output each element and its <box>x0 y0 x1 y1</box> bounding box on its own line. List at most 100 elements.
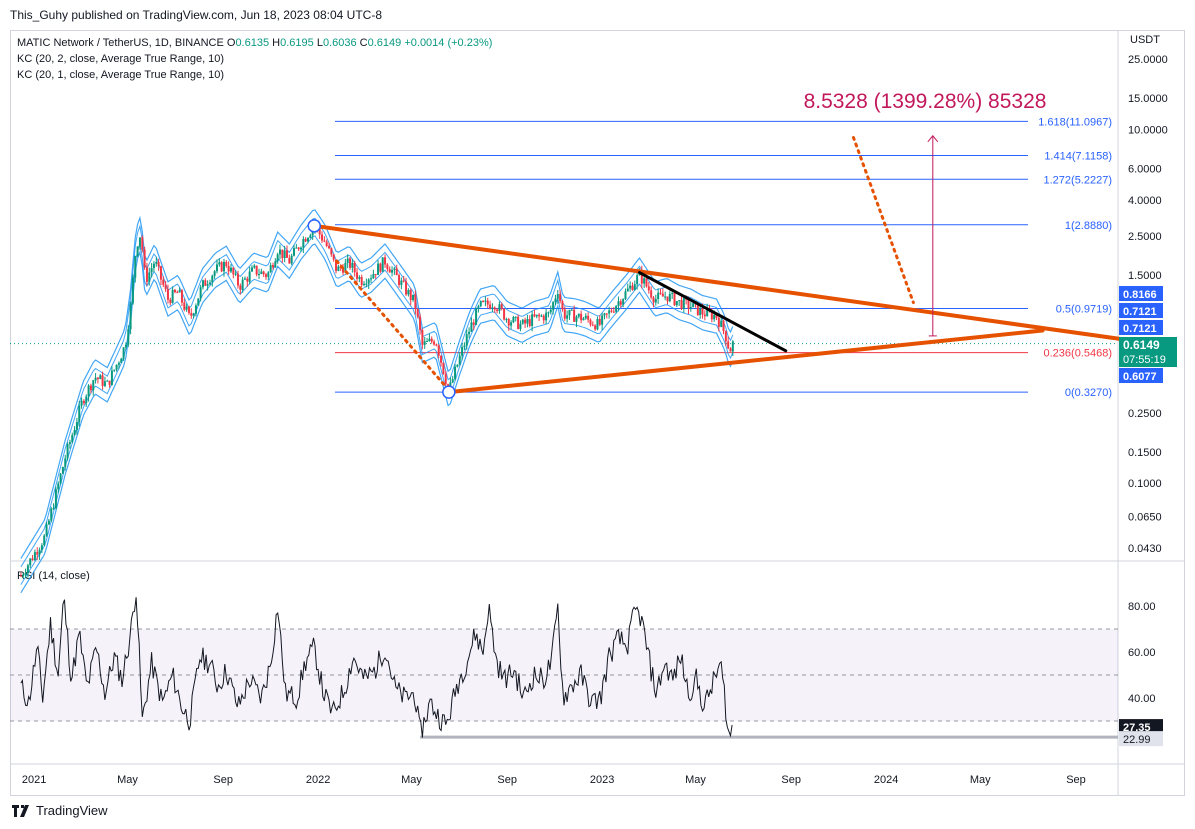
price-candle <box>589 319 592 325</box>
price-candle <box>659 292 662 294</box>
price-candle <box>155 262 158 264</box>
price-candle <box>724 330 727 342</box>
price-candle <box>652 297 655 303</box>
price-axis-tick: 2.5000 <box>1128 231 1162 243</box>
kc-legend-2[interactable]: KC (20, 1, close, Average True Range, 10… <box>17 69 225 81</box>
price-candle <box>699 308 702 315</box>
price-candle <box>388 269 391 273</box>
price-candle <box>395 268 398 276</box>
price-candle <box>605 313 608 315</box>
price-candle <box>187 306 190 313</box>
price-candle <box>344 262 347 273</box>
price-candle <box>99 375 102 380</box>
kc-legend-1[interactable]: KC (20, 2, close, Average True Range, 10… <box>17 53 225 65</box>
price-candle <box>183 302 186 310</box>
price-candle <box>489 304 492 309</box>
open-value: 0.6135 <box>235 37 270 49</box>
anchor-point-marker[interactable] <box>442 385 456 399</box>
price-candle <box>645 278 648 287</box>
price-candle <box>381 257 384 272</box>
price-candle <box>435 344 438 346</box>
price-candle <box>243 278 246 280</box>
price-candle <box>176 292 179 294</box>
price-candle <box>169 299 172 303</box>
price-candle <box>124 344 127 348</box>
price-candle <box>717 317 720 327</box>
price-candle <box>386 264 389 270</box>
price-candle <box>367 279 370 284</box>
footer-brand: TradingView <box>36 803 108 818</box>
price-candle <box>24 573 27 576</box>
price-axis-tick: 0.1000 <box>1128 478 1162 490</box>
price-candle <box>533 314 536 317</box>
rsi-current-text: 27.35 <box>1123 722 1151 734</box>
price-candle <box>145 267 148 282</box>
price-candle <box>131 277 134 304</box>
rsi-axis-tick: 60.00 <box>1128 647 1156 659</box>
price-candle <box>561 301 564 310</box>
rsi-axis-tick: 80.00 <box>1128 601 1156 613</box>
price-candle <box>379 263 382 272</box>
price-candle <box>526 319 529 324</box>
price-candle <box>164 284 167 290</box>
rsi-support-text: 22.99 <box>1123 734 1151 746</box>
price-candle <box>159 266 162 280</box>
price-candle <box>85 396 88 404</box>
price-candle <box>43 535 46 546</box>
fib-level-label: 1.414(7.1158) <box>1044 151 1112 163</box>
price-candle <box>302 238 305 248</box>
price-candle <box>496 309 499 312</box>
price-candle <box>19 575 22 577</box>
price-candle <box>370 278 373 280</box>
price-axis-tick: 0.0650 <box>1128 511 1162 523</box>
price-candle <box>428 338 431 342</box>
price-candle <box>377 263 380 275</box>
price-candle <box>295 247 298 249</box>
price-candle <box>456 364 459 367</box>
price-candle <box>173 289 176 293</box>
price-candle <box>166 289 169 300</box>
price-candle <box>687 299 690 309</box>
price-candle <box>538 314 541 317</box>
close-value: 0.6149 <box>367 37 402 49</box>
price-candle <box>309 235 312 238</box>
price-candle <box>584 315 587 319</box>
price-candle <box>264 274 267 277</box>
price-candle <box>286 250 288 258</box>
price-candle <box>227 266 230 272</box>
current-price-badge <box>1119 337 1177 367</box>
price-candle <box>507 319 510 326</box>
price-candle <box>666 296 669 302</box>
price-candle <box>52 508 55 510</box>
rsi-legend[interactable]: RSI (14, close) <box>17 570 90 582</box>
price-candle <box>332 254 335 260</box>
time-axis-tick: May <box>401 774 422 786</box>
price-candle <box>45 524 48 536</box>
price-candle <box>307 237 310 242</box>
price-candle <box>64 458 67 468</box>
keltner-band-line <box>20 235 734 585</box>
projection-dotted-line <box>335 259 446 387</box>
price-candle <box>281 249 284 259</box>
chart-frame <box>10 30 1185 796</box>
price-candle <box>706 308 709 317</box>
price-axis-tick: 0.1500 <box>1128 447 1162 459</box>
price-candle <box>365 283 368 285</box>
price-candle <box>505 319 508 321</box>
price-candle <box>87 385 90 397</box>
high-value: 0.6195 <box>280 37 314 49</box>
symbol-title[interactable]: MATIC Network / TetherUS, 1D, BINANCE <box>17 37 224 49</box>
price-candle <box>468 331 471 335</box>
anchor-point-marker[interactable] <box>307 219 321 233</box>
price-candle <box>682 298 685 309</box>
keltner-band-line <box>20 243 734 594</box>
price-candle <box>349 258 352 268</box>
price-candle <box>514 316 517 318</box>
rsi-axis-tick: 40.00 <box>1128 693 1156 705</box>
price-candle <box>134 256 137 278</box>
price-candle <box>141 237 144 250</box>
price-candle <box>610 310 613 312</box>
price-candle <box>22 575 25 577</box>
price-candle <box>54 489 57 509</box>
